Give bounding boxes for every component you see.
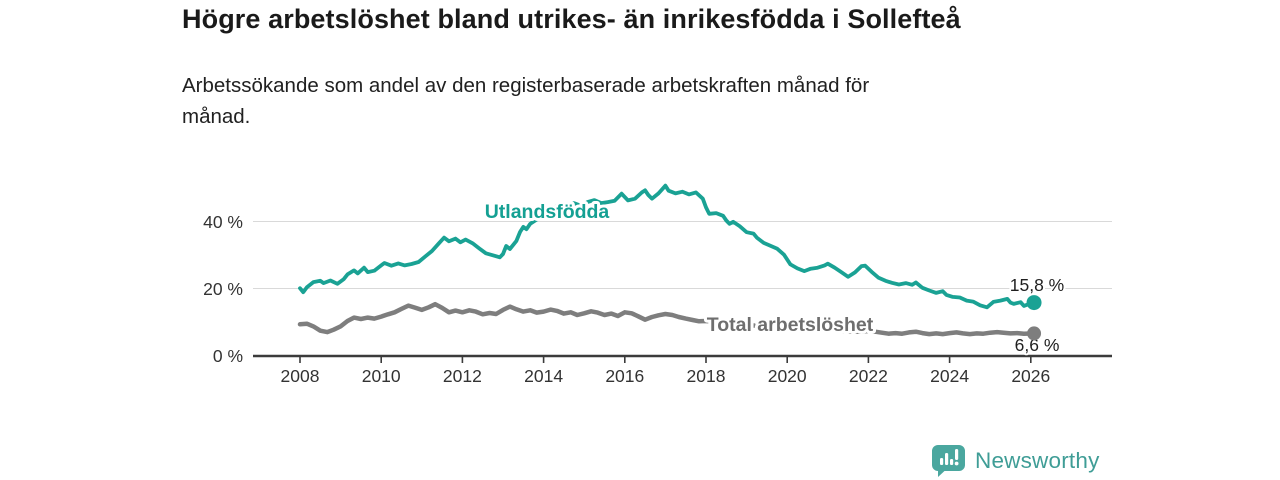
x-tick-label: 2026 (1011, 366, 1050, 386)
x-tick-label: 2022 (849, 366, 888, 386)
logo-exclamation-dot (954, 461, 959, 466)
series-end-dot (1027, 326, 1042, 341)
newsworthy-logo-icon (932, 445, 965, 477)
y-tick-label: 40 % (203, 212, 243, 232)
logo-bar-2 (945, 453, 949, 465)
logo-bar-1 (940, 458, 944, 465)
logo-bubble-shape (932, 445, 965, 477)
chart-title: Högre arbetslöshet bland utrikes- än inr… (182, 4, 961, 34)
chart-subtitle-line1: Arbetssökande som andel av den registerb… (182, 74, 870, 97)
chart-subtitle-line2: månad. (182, 105, 251, 128)
series-line-total (297, 301, 1037, 337)
series-label: Utlandsfödda (485, 201, 610, 223)
end-value-label: 15,8 % (1010, 275, 1064, 295)
brand-name: Newsworthy (975, 448, 1100, 473)
x-tick-label: 2016 (605, 366, 644, 386)
series-end-dot (1026, 295, 1042, 311)
y-tick-label: 20 % (203, 279, 243, 299)
logo-bar-3 (950, 459, 954, 465)
x-tick-label: 2018 (687, 366, 726, 386)
series-line-utlandsfodda (298, 183, 1036, 310)
x-tick-label: 2020 (768, 366, 807, 386)
y-tick-label: 0 % (213, 346, 243, 366)
x-tick-label: 2010 (362, 366, 401, 386)
series-label: Total arbetslöshet (707, 314, 874, 336)
end-value-label: 6,6 % (1015, 335, 1060, 355)
brand-footer: Newsworthy (931, 444, 1100, 478)
x-tick-label: 2014 (524, 366, 563, 386)
x-tick-label: 2024 (930, 366, 969, 386)
chart-subtitle: Arbetssökande som andel av den registerb… (182, 70, 869, 132)
x-tick-label: 2008 (281, 366, 320, 386)
x-tick-label: 2012 (443, 366, 482, 386)
logo-exclamation-bar (955, 449, 959, 460)
